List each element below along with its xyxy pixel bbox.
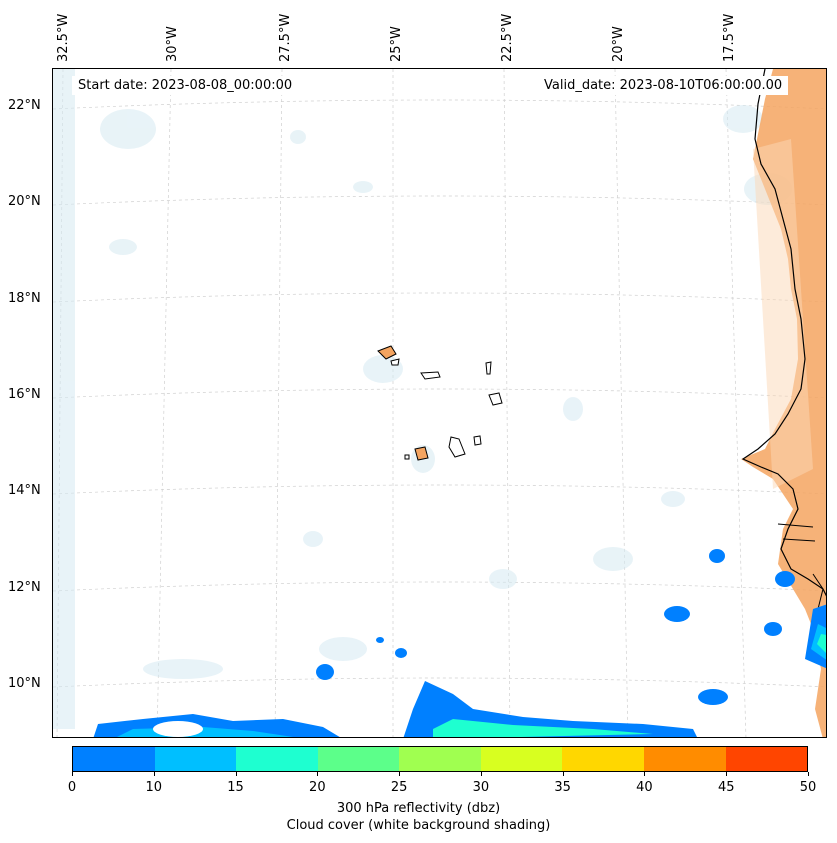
colorbar-tickmark xyxy=(399,772,401,776)
lon-label-25w: 25°W xyxy=(389,26,404,62)
lat-label-12n: 12°N xyxy=(8,580,41,595)
island-santo-antao xyxy=(377,345,397,360)
island-brava xyxy=(404,454,410,460)
colorbar-tickmark xyxy=(726,772,728,776)
colorbar-swatch-0 xyxy=(73,747,155,771)
lon-label-22-5w: 22.5°W xyxy=(500,13,515,62)
colorbar-swatch-2 xyxy=(236,747,318,771)
colorbar-tick-label: 25 xyxy=(390,780,408,795)
valid-date-label: Valid_date: 2023-08-10T06:00:00.00 xyxy=(538,76,789,95)
colorbar-tick-label: 45 xyxy=(717,780,735,795)
lat-label-16n: 16°N xyxy=(8,387,41,402)
lon-label-30w: 30°W xyxy=(165,26,180,62)
colorbar-tick-label: 50 xyxy=(799,780,817,795)
map-canvas xyxy=(53,69,826,737)
colorbar-tickmark xyxy=(72,772,73,776)
cloud-cover-shading xyxy=(53,69,792,729)
island-sao-nicolau xyxy=(420,371,441,380)
island-sal xyxy=(485,361,492,375)
lon-label-17-5w: 17.5°W xyxy=(722,13,737,62)
lon-label-32-5w: 32.5°W xyxy=(56,13,71,62)
island-maio xyxy=(473,435,482,446)
colorbar-label: 300 hPa reflectivity (dbz) xyxy=(336,801,501,816)
colorbar-swatch-3 xyxy=(317,747,400,771)
lon-label-20w: 20°W xyxy=(611,26,626,62)
africa-coastline xyxy=(741,69,826,597)
lat-label-14n: 14°N xyxy=(8,483,41,498)
colorbar-tickmark xyxy=(153,772,155,776)
lat-label-20n: 20°N xyxy=(8,194,41,209)
reflectivity-contours xyxy=(93,549,826,737)
lon-label-27-5w: 27.5°W xyxy=(278,13,293,62)
africa-inland-fade xyxy=(753,139,813,489)
colorbar-tickmark xyxy=(480,772,482,776)
gambia-border xyxy=(777,523,816,542)
colorbar-swatch-8 xyxy=(725,747,808,771)
island-sao-vicente xyxy=(390,358,400,366)
colorbar-tick-label: 40 xyxy=(636,780,653,795)
island-santiago xyxy=(448,436,466,458)
colorbar-swatch-7 xyxy=(643,747,726,771)
colorbar-tickmark xyxy=(644,772,646,776)
colorbar-tickmark xyxy=(808,772,809,776)
colorbar-sublabel: Cloud cover (white background shading) xyxy=(286,818,551,833)
colorbar-swatch-6 xyxy=(562,747,644,771)
colorbar-tick-label: 15 xyxy=(227,780,244,795)
colorbar xyxy=(72,746,808,772)
lat-label-22n: 22°N xyxy=(8,98,41,113)
graticule xyxy=(53,69,826,737)
colorbar-swatch-5 xyxy=(480,747,563,771)
colorbar-tick-label: 10 xyxy=(145,780,163,795)
island-fogo xyxy=(414,446,429,461)
colorbar-swatch-1 xyxy=(154,747,237,771)
colorbar-swatch-4 xyxy=(399,747,481,771)
cape-verde-islands xyxy=(377,345,503,461)
island-boa-vista xyxy=(488,392,503,406)
lat-label-18n: 18°N xyxy=(8,291,41,306)
colorbar-tickmark xyxy=(562,772,564,776)
colorbar-tick-label: 35 xyxy=(554,780,571,795)
start-date-label: Start date: 2023-08-08_00:00:00 xyxy=(72,76,299,95)
colorbar-tickmark xyxy=(317,772,319,776)
lat-label-10n: 10°N xyxy=(8,676,41,691)
africa-landmass xyxy=(741,69,826,737)
colorbar-tick-label: 30 xyxy=(472,780,490,795)
colorbar-tick-label: 0 xyxy=(67,780,77,795)
map-panel xyxy=(52,68,827,738)
colorbar-tickmark xyxy=(235,772,237,776)
colorbar-tick-label: 20 xyxy=(309,780,326,795)
